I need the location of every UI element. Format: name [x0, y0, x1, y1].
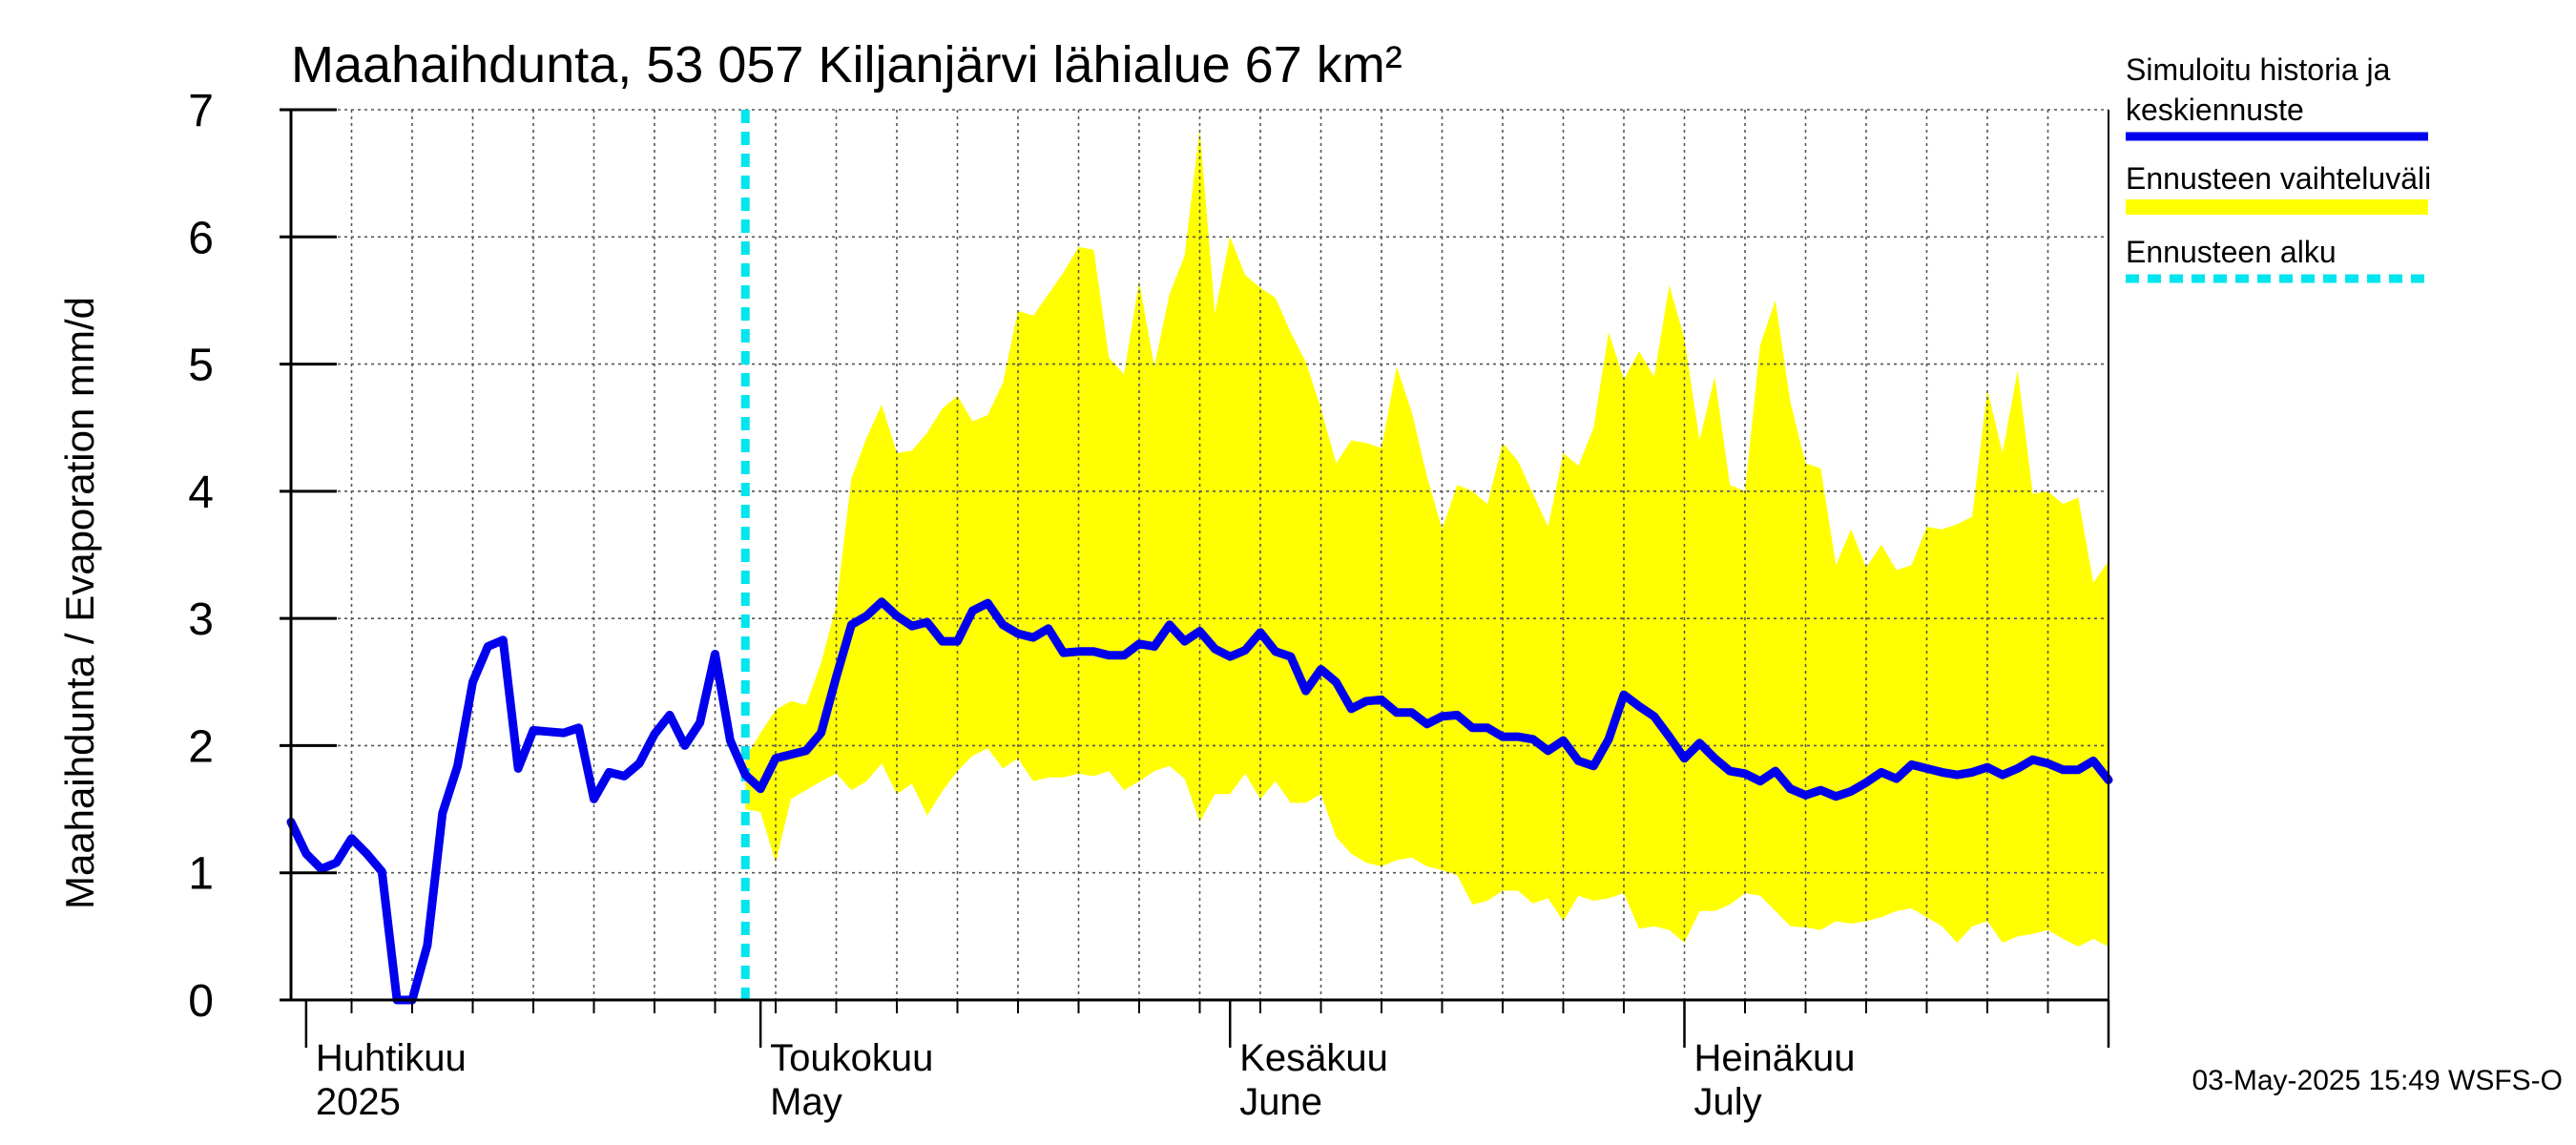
legend-label-mean-line2: keskiennuste [2126, 93, 2304, 127]
y-tick-label: 2 [188, 721, 214, 772]
forecast-range-band [745, 129, 2109, 947]
month-label: Huhtikuu [316, 1037, 467, 1079]
y-tick-label: 7 [188, 86, 214, 136]
forecast-range-layer [745, 129, 2109, 947]
month-sublabel: July [1694, 1081, 1762, 1123]
y-tick-label: 3 [188, 594, 214, 645]
legend: Simuloitu historia ja keskiennuste Ennus… [2126, 52, 2431, 283]
month-label: Heinäkuu [1694, 1037, 1856, 1079]
mean-series-line [286, 597, 2113, 1005]
timestamp: 03-May-2025 15:49 WSFS-O [2192, 1065, 2564, 1096]
y-tick-label: 0 [188, 976, 214, 1027]
series-layer [286, 597, 2113, 1005]
month-sublabel: June [1239, 1081, 1322, 1123]
y-tick-label: 1 [188, 849, 214, 900]
y-tick-label: 5 [188, 341, 214, 391]
chart-title: Maahaihdunta, 53 057 Kiljanjärvi lähialu… [291, 36, 1402, 94]
month-sublabel: May [770, 1081, 842, 1123]
month-label: Kesäkuu [1239, 1037, 1388, 1079]
legend-label-range: Ennusteen vaihteluväli [2126, 161, 2431, 196]
month-sublabel: 2025 [316, 1081, 401, 1123]
y-tick-label: 4 [188, 468, 214, 518]
legend-label-mean-line1: Simuloitu historia ja [2126, 52, 2391, 87]
y-tick-label: 6 [188, 213, 214, 263]
month-label: Toukokuu [770, 1037, 933, 1079]
axes-layer: 01234567Huhtikuu2025ToukokuuMayKesäkuuJu… [188, 86, 2110, 1123]
y-axis-label: Maahaihdunta / Evaporation mm/d [57, 297, 102, 909]
grid-layer [291, 109, 2109, 1000]
legend-label-forecast-start: Ennusteen alku [2126, 235, 2337, 269]
